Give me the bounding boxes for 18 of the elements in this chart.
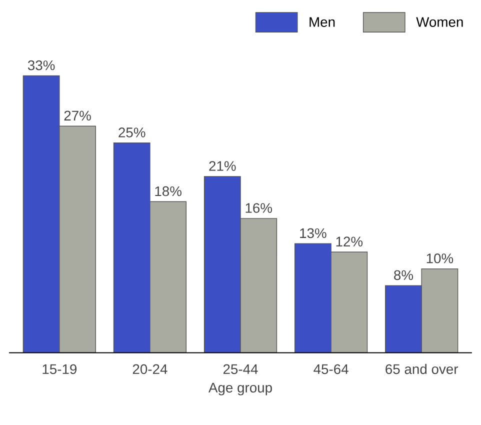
data-label: 27% bbox=[64, 110, 91, 121]
data-label: 33% bbox=[28, 60, 55, 70]
legend-label: Men bbox=[310, 17, 335, 27]
x-tick-label: 65 and over bbox=[386, 364, 458, 374]
data-label: 25% bbox=[118, 128, 146, 138]
x-tick-label: 20-24 bbox=[132, 364, 168, 374]
data-label: 8% bbox=[394, 270, 414, 280]
x-tick-label: 15-19 bbox=[42, 364, 77, 374]
data-label: 12% bbox=[336, 236, 363, 246]
x-axis-title: Age group bbox=[208, 382, 272, 396]
data-label: 10% bbox=[426, 253, 454, 264]
data-label: 16% bbox=[246, 203, 272, 213]
legend-label: Women bbox=[416, 17, 463, 27]
x-tick-label: 45-64 bbox=[314, 364, 348, 374]
x-tick-label: 25-44 bbox=[223, 364, 258, 374]
data-label: 18% bbox=[155, 186, 182, 196]
data-label: 21% bbox=[209, 161, 236, 171]
data-label: 13% bbox=[300, 228, 326, 238]
